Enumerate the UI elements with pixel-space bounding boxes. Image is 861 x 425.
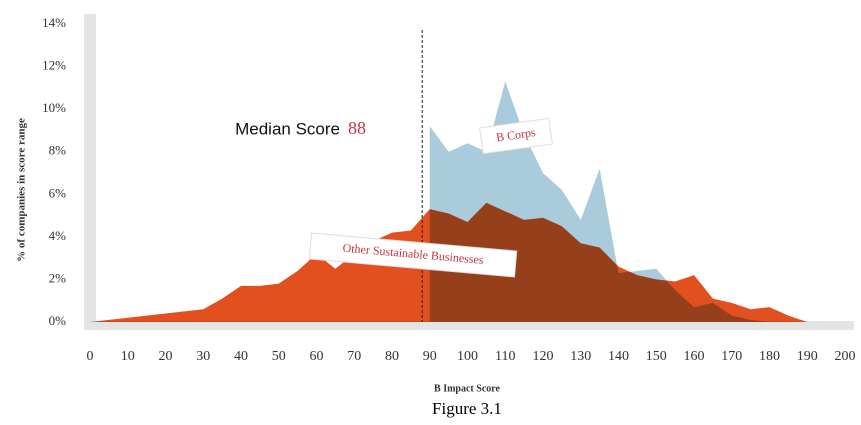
x-tick-label: 20 <box>159 349 173 364</box>
x-tick-label: 30 <box>196 349 210 364</box>
x-tick-label: 100 <box>457 349 478 364</box>
x-tick-label: 40 <box>234 349 248 364</box>
caption: Figure 3.1 <box>432 399 502 418</box>
x-tick-label: 50 <box>272 349 286 364</box>
median-label: Median Score <box>235 119 340 138</box>
label-box <box>478 117 554 155</box>
median-value: 88 <box>348 118 366 138</box>
label-box <box>308 232 518 278</box>
x-tick-label: 180 <box>759 349 780 364</box>
y-axis-bar <box>84 14 96 330</box>
y-tick-label: 6% <box>49 185 67 200</box>
y-tick-label: 8% <box>49 143 67 158</box>
x-tick-label: 190 <box>797 349 818 364</box>
x-tick-label: 140 <box>608 349 629 364</box>
x-tick-label: 90 <box>423 349 437 364</box>
x-tick-label: 170 <box>721 349 742 364</box>
y-tick-label: 12% <box>42 58 66 73</box>
x-tick-label: 10 <box>121 349 135 364</box>
x-tick-label: 80 <box>385 349 399 364</box>
y-axis-label: % of companies in score range <box>16 118 28 262</box>
y-tick-label: 2% <box>49 270 67 285</box>
x-tick-label: 0 <box>87 349 94 364</box>
x-tick-label: 130 <box>570 349 591 364</box>
x-tick-label: 110 <box>495 349 515 364</box>
x-tick-label: 150 <box>646 349 667 364</box>
x-tick-label: 60 <box>310 349 324 364</box>
x-axis-bar <box>84 321 854 330</box>
y-tick-label: 14% <box>42 15 66 30</box>
y-tick-label: 10% <box>42 100 66 115</box>
x-tick-label: 160 <box>684 349 705 364</box>
y-tick-label: 4% <box>49 228 67 243</box>
x-axis-label: B Impact Score <box>434 383 500 394</box>
x-tick-label: 70 <box>347 349 361 364</box>
x-tick-label: 200 <box>835 349 856 364</box>
x-tick-label: 120 <box>533 349 554 364</box>
series-label: B Corps <box>478 117 554 155</box>
y-tick-label: 0% <box>49 313 67 328</box>
legend-label: B Corps <box>495 125 537 144</box>
